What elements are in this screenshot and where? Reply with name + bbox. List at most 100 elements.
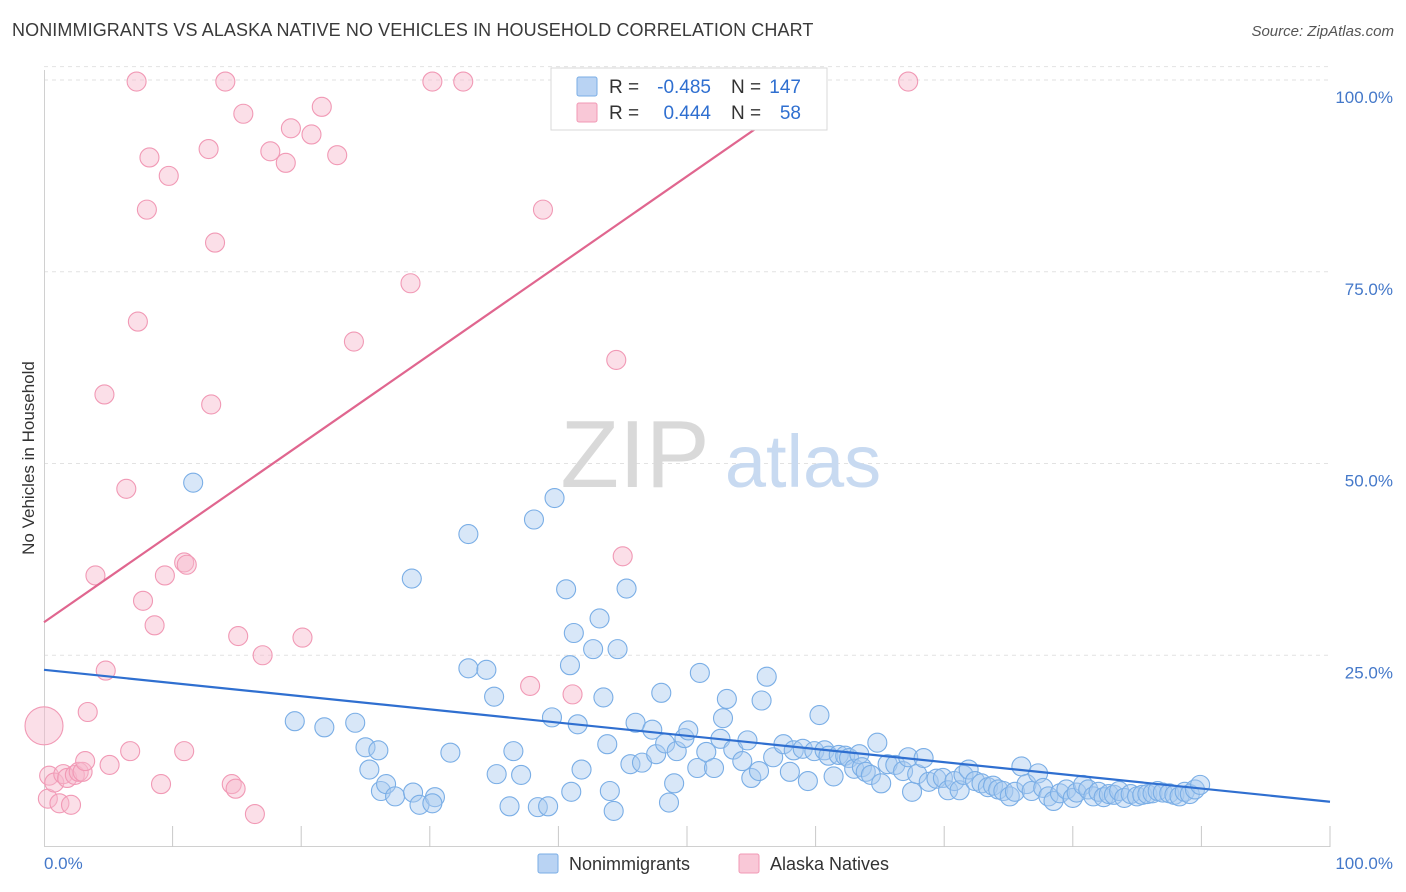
nonimmigrants-point [751,690,772,711]
nonimmigrants-trend-line [43,668,1331,803]
alaska-natives-point [520,675,541,696]
nonimmigrants-point [597,734,618,755]
nonimmigrants-point [359,759,380,780]
nonimmigrants-point [741,767,762,789]
nonimmigrants-point [599,780,620,802]
trend-lines [43,79,1331,803]
legend-n-value-pink: 58 [780,103,801,124]
nonimmigrants-point [484,686,505,707]
alaska-natives-point [99,754,120,775]
nonimmigrants-point [403,782,424,803]
nonimmigrants-point [385,786,406,807]
alaska-natives-point [60,794,82,815]
nonimmigrants-point [1190,774,1211,795]
nonimmigrants-point [458,524,479,545]
nonimmigrants-point [314,717,335,738]
source-credit: Source: ZipAtlas.com [1251,23,1394,40]
alaska-natives-point [75,751,96,772]
alaska-natives-point [612,546,633,567]
nonimmigrants-point [696,741,717,762]
nonimmigrants-point [556,579,577,600]
correlation-legend: R = -0.485 N = 147 R = 0.444 N = 58 [550,67,828,131]
nonimmigrants-point [583,639,604,660]
nonimmigrants-point [666,741,687,762]
nonimmigrants-point [563,622,584,644]
alaska-natives-point [606,349,627,371]
alaska-natives-point [215,71,236,92]
nonimmigrants-point [527,797,548,818]
alaska-natives-point [120,741,141,762]
nonimmigrants-point [642,719,663,740]
nonimmigrants-point [422,793,443,814]
alaska-natives-point [204,232,226,253]
nonimmigrants-point [589,608,610,629]
watermark-atlas: atlas [725,420,881,503]
alaska-natives-point [562,684,583,705]
legend-n-label-pink: N = [731,103,761,124]
nonimmigrants-point [440,742,461,763]
nonimmigrants-point [1049,783,1070,804]
nonimmigrants-point [712,708,734,729]
x-tick-label-max: 100.0% [1335,854,1393,873]
nonimmigrants-point [913,747,934,769]
nonimmigrants-point [703,757,725,779]
watermark-zip: ZIP [560,401,709,508]
bottom-legend-label-nonimmigrants: Nonimmigrants [569,854,690,874]
nonimmigrants-point [355,737,376,758]
legend-swatch-blue [576,76,598,97]
alaska-natives-point [453,71,474,92]
nonimmigrants-point [687,757,708,779]
nonimmigrants-point [401,568,422,589]
alaska-natives-point [144,615,165,636]
alaska-natives-point [136,199,157,220]
nonimmigrants-point [368,740,389,761]
nonimmigrants-point [809,705,830,726]
nonimmigrants-point [689,662,710,683]
nonimmigrants-point [593,687,614,708]
alaska-natives-point [311,96,332,117]
legend-r-label-pink: R = [609,103,639,124]
nonimmigrants-point [779,761,800,782]
y-tick-label: 25.0% [1345,663,1393,682]
nonimmigrants-point [756,666,777,687]
nonimmigrants-point [511,764,532,785]
gridlines [44,66,1330,656]
legend-swatch-pink [576,102,598,123]
nonimmigrants-point [486,764,507,785]
alaska-natives-point [301,124,322,145]
alaska-natives-point [126,71,147,92]
alaska-natives-point [139,147,160,168]
alaska-natives-point [252,645,273,666]
alaska-natives-point [244,803,265,825]
nonimmigrants-point [748,761,770,782]
nonimmigrants-point [823,766,844,787]
nonimmigrants-point [345,712,366,733]
nonimmigrants-point [544,487,565,509]
nonimmigrants-point [499,796,520,817]
y-tick-label: 75.0% [1345,280,1393,299]
nonimmigrants-point [797,770,818,792]
bottom-legend-swatch-alaska-natives [738,853,760,874]
alaska-natives-point [53,764,74,785]
y-tick-label: 100.0% [1335,88,1393,107]
alaska-natives-point [174,552,195,573]
alaska-natives-point [116,478,137,499]
nonimmigrants-point [561,781,582,802]
nonimmigrants-point [651,682,672,703]
alaska-natives-point [233,103,254,124]
x-axis-ticks [172,826,1331,847]
alaska-natives-point [228,626,249,647]
alaska-natives-point [292,627,313,648]
nonimmigrants-point [901,781,923,802]
chart-title: NONIMMIGRANTS VS ALASKA NATIVE NO VEHICL… [12,20,814,40]
nonimmigrants-point [1109,780,1130,802]
legend-r-value-pink: 0.444 [663,103,711,124]
alaska-natives-point [422,71,443,92]
nonimmigrants-point [458,658,479,679]
nonimmigrants-point [559,655,581,676]
nonimmigrants-point [860,764,881,785]
alaska-natives-point [225,778,246,799]
legend-r-value-blue: -0.485 [657,77,711,98]
nonimmigrants-point [607,639,628,660]
